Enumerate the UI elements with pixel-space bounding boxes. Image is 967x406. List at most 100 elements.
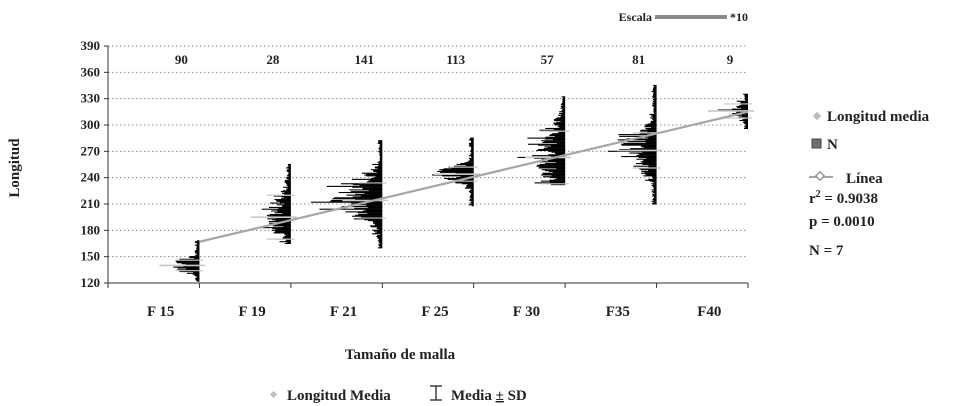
histogram-bar [652, 119, 657, 121]
histogram-bar [745, 98, 748, 101]
histogram-bar [561, 113, 566, 115]
histogram-bar [196, 247, 200, 249]
histogram-bar [653, 194, 657, 196]
histogram-bar [355, 193, 383, 195]
histogram-bar [353, 218, 383, 220]
histogram-bar [379, 158, 383, 160]
histogram-bar [451, 167, 474, 169]
histogram-bar [645, 127, 657, 130]
histogram-bar [562, 97, 566, 99]
histogram-bar [740, 101, 748, 103]
histogram-bar [271, 229, 291, 231]
histogram-bar [743, 122, 748, 124]
x-category-labels: F 15 F 19 F 21 F 25 F 30 F35 F40 [147, 304, 721, 320]
histogram-bar [197, 245, 200, 247]
histogram-bar [654, 112, 657, 115]
histogram-bar [467, 161, 474, 163]
histogram-bar [376, 171, 383, 173]
y-tick-label: 150 [81, 249, 101, 264]
histogram-bar [544, 146, 566, 148]
histogram-bars [173, 84, 748, 282]
histogram-bar [378, 245, 383, 247]
histogram-bar [553, 128, 566, 130]
histogram-bar [652, 118, 657, 120]
axes [104, 45, 749, 288]
histogram-bar [653, 88, 657, 90]
y-tick-label: 120 [81, 275, 101, 290]
histogram-bar [741, 113, 748, 115]
histogram-bar [471, 198, 474, 200]
histogram-bar [469, 144, 474, 146]
histogram-bar [281, 196, 291, 198]
histogram-bar [380, 246, 383, 248]
histogram-bar [654, 188, 657, 190]
histogram-bar [376, 227, 383, 230]
histogram-bar [745, 124, 748, 126]
histogram-bar [284, 203, 291, 205]
histogram-bar [540, 180, 566, 182]
histogram-bar [729, 114, 748, 116]
histogram-bar [557, 126, 566, 128]
histogram-bar [562, 99, 566, 101]
histogram-bar [197, 243, 200, 245]
histogram-bar [470, 148, 474, 150]
histogram-bar [470, 189, 474, 191]
histogram-bar [649, 180, 657, 182]
histogram-bar [355, 199, 383, 201]
histogram-bar [286, 170, 291, 172]
histogram-bar [654, 99, 657, 101]
histogram-bar [196, 276, 200, 278]
histogram-bar [654, 98, 657, 100]
histogram-bar [740, 102, 748, 104]
histogram-bar [653, 98, 657, 101]
histogram-bar [460, 176, 474, 178]
histogram-bar [378, 243, 383, 245]
histogram-bar [538, 167, 566, 169]
histogram-bar [469, 202, 474, 204]
histogram-bar [195, 278, 200, 280]
histogram-bar [651, 176, 657, 178]
histogram-bar [548, 154, 566, 156]
histogram-bar [744, 96, 748, 98]
histogram-bar [454, 165, 474, 167]
histogram-bar [471, 200, 474, 202]
histogram-bar [652, 100, 657, 102]
histogram-bar [653, 97, 657, 99]
histogram-bar [561, 103, 566, 105]
histogram-bar [378, 148, 383, 150]
histogram-bar [196, 240, 200, 242]
histogram-bar [653, 177, 657, 180]
histogram-bar [456, 177, 474, 179]
histogram-bar [527, 137, 566, 139]
histogram-bar [276, 217, 291, 219]
histogram-bar [368, 190, 383, 192]
legend-mean-label: Longitud media [827, 109, 930, 125]
histogram-bar [554, 124, 566, 126]
histogram-bar [545, 136, 566, 138]
histogram-bar [468, 191, 474, 193]
histogram-bar [286, 239, 291, 241]
histogram-bar [177, 269, 200, 271]
histogram-bar [555, 153, 566, 155]
histogram-bar [379, 145, 383, 147]
histogram-bar [464, 162, 474, 164]
histogram-bar [278, 207, 291, 209]
histogram-bar [470, 149, 474, 151]
histogram-bar [640, 161, 657, 163]
histogram-bar [271, 210, 291, 212]
histogram-bar [642, 163, 657, 165]
histogram-bar [560, 104, 566, 106]
histogram-bar [649, 113, 657, 115]
histogram-bar [378, 239, 383, 241]
histogram-bar [642, 160, 657, 162]
histogram-bar [431, 174, 474, 176]
histogram-bar [549, 179, 566, 181]
histogram-bar [654, 196, 657, 198]
histogram-bar [286, 188, 291, 190]
histogram-bar [537, 164, 566, 166]
histogram-bar [341, 206, 383, 208]
histogram-bar [269, 206, 291, 209]
histogram-bar [373, 230, 383, 232]
sample-size-label: 141 [355, 52, 375, 67]
histogram-bar [284, 181, 291, 183]
